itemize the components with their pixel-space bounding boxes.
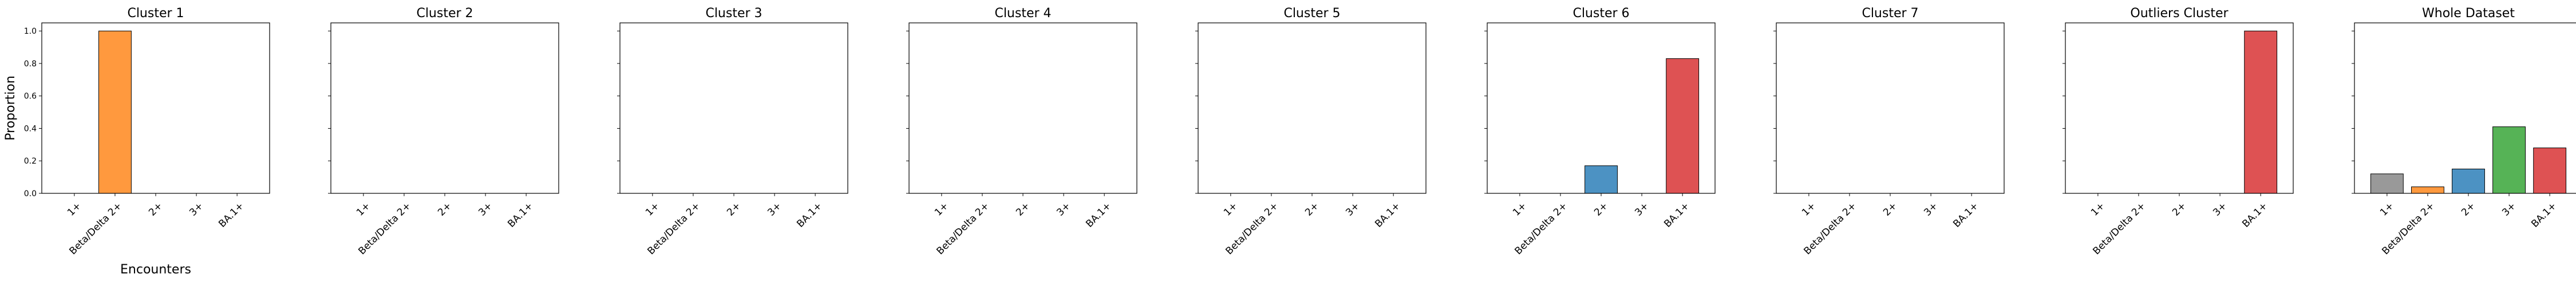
x-axis-label: Encounters — [120, 263, 191, 277]
x-tick-label: 3+ — [1922, 200, 1940, 219]
x-tick-label: 2+ — [1592, 200, 1610, 219]
bar-1- — [2370, 173, 2404, 194]
y-tick-label: 0.2 — [24, 157, 37, 166]
panel-title: Cluster 5 — [1283, 6, 1340, 21]
x-tick-label: 1+ — [643, 200, 662, 219]
y-tick-label: 1.0 — [24, 27, 37, 36]
panel-title: Outliers Cluster — [2130, 6, 2229, 21]
plot-frame — [1776, 22, 2005, 194]
bar-3- — [2492, 126, 2526, 194]
x-tick-label: 1+ — [2378, 200, 2396, 219]
panel-6: Cluster 61+Beta/Delta 2+ 2+ 3+ BA.1+ — [1484, 6, 1716, 257]
plot-frame — [619, 22, 848, 194]
y-tick-label: 0.0 — [24, 189, 37, 198]
x-tick-label: 1+ — [1511, 200, 1529, 219]
x-tick-label: BA.1+ — [1084, 200, 1113, 230]
bar-beta-delta-2- — [98, 30, 132, 194]
panel-title: Cluster 1 — [127, 6, 184, 21]
x-tick-label: 3+ — [187, 200, 206, 219]
panel-3: Cluster 31+Beta/Delta 2+ 2+ 3+ BA.1+ — [617, 6, 848, 257]
plot-frame — [330, 22, 559, 194]
panel-title: Cluster 2 — [416, 6, 473, 21]
x-tick-label: 2+ — [2170, 200, 2188, 219]
x-tick-label: 1+ — [65, 200, 84, 219]
bar-ba-1- — [2244, 30, 2278, 194]
x-tick-label: 1+ — [2089, 200, 2107, 219]
x-tick-label: BA.1+ — [2240, 200, 2270, 230]
panel-title: Whole Dataset — [2422, 6, 2515, 21]
x-tick-label: 3+ — [2211, 200, 2229, 219]
x-tick-label: 1+ — [1800, 200, 1818, 219]
x-tick-label: 1+ — [933, 200, 951, 219]
x-tick-label: 1+ — [354, 200, 373, 219]
x-tick-label: BA.1+ — [795, 200, 824, 230]
panel-1: Cluster 11+Beta/Delta 2+ 2+ 3+ BA.1+0.00.20… — [3, 6, 270, 277]
bar-ba-1- — [2533, 148, 2567, 194]
panel-title: Cluster 4 — [994, 6, 1051, 21]
plot-frame — [2354, 22, 2576, 194]
x-tick-label: 3+ — [1344, 200, 1362, 219]
x-tick-label: BA.1+ — [1662, 200, 1692, 230]
x-tick-label: 2+ — [1014, 200, 1032, 219]
x-tick-label: BA.1+ — [2529, 200, 2559, 230]
bar-2- — [2452, 168, 2485, 194]
bar-2- — [1585, 165, 1618, 194]
x-tick-label: 2+ — [1303, 200, 1321, 219]
plot-frame — [1198, 22, 1427, 194]
x-tick-label: BA.1+ — [216, 200, 246, 230]
panel-title: Cluster 6 — [1573, 6, 1629, 21]
panel-2: Cluster 21+Beta/Delta 2+ 2+ 3+ BA.1+ — [328, 6, 559, 257]
y-axis-label: Proportion — [3, 76, 18, 141]
plot-frame — [2065, 22, 2294, 194]
panel-4: Cluster 41+Beta/Delta 2+ 2+ 3+ BA.1+ — [906, 6, 1137, 257]
x-tick-label: 2+ — [2459, 200, 2478, 219]
y-tick-label: 0.4 — [24, 124, 37, 133]
x-tick-label: BA.1+ — [1951, 200, 1981, 230]
plot-frame — [908, 22, 1137, 194]
x-tick-label: 3+ — [765, 200, 784, 219]
x-tick-label: 1+ — [1222, 200, 1240, 219]
x-tick-label: 2+ — [1881, 200, 1899, 219]
plot-frame — [1487, 22, 1716, 194]
panel-7: Cluster 71+Beta/Delta 2+ 2+ 3+ BA.1+ — [1773, 6, 2005, 257]
panel-5: Cluster 51+Beta/Delta 2+ 2+ 3+ BA.1+ — [1195, 6, 1427, 257]
x-tick-label: 2+ — [147, 200, 165, 219]
plot-frame — [41, 22, 270, 194]
x-tick-label: 3+ — [1054, 200, 1073, 219]
x-tick-label: 2+ — [436, 200, 454, 219]
y-tick-label: 0.6 — [24, 92, 37, 101]
y-tick-label: 0.8 — [24, 59, 37, 69]
x-tick-label: 3+ — [476, 200, 495, 219]
x-tick-label: BA.1+ — [1373, 200, 1402, 230]
x-tick-label: 3+ — [1633, 200, 1651, 219]
bar-beta-delta-2- — [2411, 186, 2444, 194]
x-tick-label: 3+ — [2500, 200, 2518, 219]
x-tick-label: 2+ — [725, 200, 743, 219]
panel-title: Cluster 3 — [705, 6, 762, 21]
x-tick-label: BA.1+ — [505, 200, 535, 230]
panel-title: Cluster 7 — [1862, 6, 1918, 21]
bar-ba-1- — [1666, 58, 1700, 194]
